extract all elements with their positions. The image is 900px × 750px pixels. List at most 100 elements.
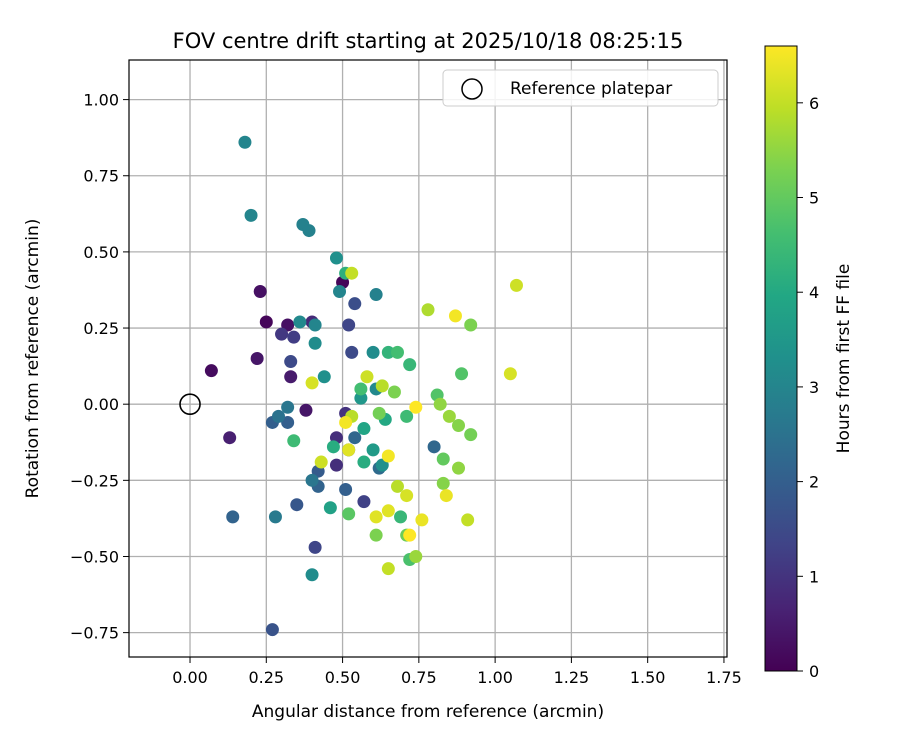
y-tick-label: −0.75: [70, 624, 119, 643]
scatter-point: [452, 419, 466, 433]
colorbar: [764, 45, 798, 672]
y-tick-label: −0.25: [70, 471, 119, 490]
scatter-point: [369, 288, 383, 302]
plot-frame: [128, 59, 728, 658]
colorbar-tick-label: 0: [809, 662, 819, 681]
scatter-point: [400, 489, 414, 503]
x-axis-label: Angular distance from reference (arcmin): [252, 702, 604, 722]
reference-marker-layer: [179, 393, 201, 415]
scatter-point: [265, 623, 279, 637]
scatter-point: [357, 455, 371, 469]
scatter-point: [244, 208, 258, 222]
scatter-point: [452, 461, 466, 475]
scatter-point: [272, 409, 285, 423]
y-tick-label: 0.75: [83, 167, 119, 186]
scatter-point: [381, 562, 395, 576]
scatter-point: [339, 415, 353, 429]
y-tick-label: 1.00: [83, 91, 119, 110]
scatter-point: [287, 330, 301, 344]
scatter-point: [305, 473, 319, 487]
scatter-point: [339, 482, 353, 496]
scatter-point: [436, 476, 450, 490]
scatter-point: [387, 385, 401, 399]
x-tick-label: 1.25: [554, 668, 590, 687]
scatter-point: [348, 297, 362, 311]
scatter-point: [281, 318, 295, 332]
scatter-point: [433, 397, 447, 411]
scatter-point: [369, 528, 383, 542]
scatter-point: [329, 458, 343, 472]
colorbar-label: Hours from first FF file: [834, 264, 854, 454]
scatter-point: [293, 315, 307, 329]
scatter-point: [448, 309, 462, 323]
scatter-point: [308, 336, 322, 350]
scatter-point: [345, 266, 359, 280]
legend-entry-label: Reference platepar: [510, 79, 672, 99]
scatter-point: [329, 251, 343, 265]
x-tick-label: 1.75: [706, 668, 742, 687]
scatter-point: [275, 327, 289, 341]
x-tick-label: 1.00: [477, 668, 513, 687]
scatter-point: [464, 318, 478, 332]
scatter-point: [366, 443, 380, 457]
scatter-point: [427, 440, 441, 454]
scatter-point: [381, 345, 395, 359]
scatter-point: [342, 443, 356, 457]
scatter-point: [390, 479, 404, 493]
x-tick-label: 0.50: [325, 668, 361, 687]
colorbar-tick-label: 2: [809, 473, 819, 492]
scatter-point: [326, 440, 340, 454]
scatter-point: [354, 382, 368, 396]
colorbar-tick-label: 1: [809, 567, 819, 586]
scatter-point: [372, 406, 386, 420]
y-tick-label: −0.50: [70, 547, 119, 566]
colorbar-tick-label: 6: [809, 94, 819, 113]
scatter-point: [509, 278, 523, 292]
y-axis-ticks: −0.75 −0.50 −0.25 0.00 0.25 0.50 0.75 1.00: [70, 91, 129, 643]
y-axis-label: Rotation from reference (arcmin): [23, 219, 43, 499]
x-axis-ticks: 0.00 0.25 0.50 0.75 1.00 1.25 1.50 1.75: [172, 657, 742, 687]
scatter-point: [342, 318, 356, 332]
scatter-point: [333, 284, 347, 298]
scatter-point: [268, 510, 282, 524]
scatter-point: [302, 224, 316, 238]
colorbar-tick-label: 5: [809, 189, 819, 208]
scatter-point: [287, 434, 301, 448]
x-tick-label: 0.75: [401, 668, 437, 687]
scatter-point: [390, 345, 404, 359]
scatter-point: [308, 318, 322, 332]
scatter-point: [357, 422, 371, 436]
scatter-point: [421, 303, 435, 317]
scatter-point: [409, 549, 423, 563]
scatter-point: [403, 528, 417, 542]
scatter-point: [464, 428, 478, 442]
colorbar-tick-label: 4: [809, 283, 819, 302]
scatter-point: [348, 431, 362, 445]
scatter-point: [308, 540, 322, 554]
colorbar-ticks: 0 1 2 3 4 5 6: [797, 94, 819, 681]
legend: Reference platepar: [442, 69, 719, 107]
scatter-point: [238, 135, 252, 149]
scatter-point: [223, 431, 237, 445]
scatter-point: [439, 489, 453, 503]
scatter-point: [284, 370, 298, 384]
scatter-point: [394, 510, 408, 524]
x-tick-label: 0.25: [248, 668, 284, 687]
scatter-point: [415, 513, 429, 527]
scatter-point: [290, 498, 304, 512]
scatter-point: [400, 409, 414, 423]
scatter-point: [281, 400, 295, 414]
scatter-point: [409, 400, 423, 414]
scatter-point: [305, 376, 319, 390]
reference-platepar-marker: [179, 393, 201, 415]
scatter-point: [299, 403, 313, 417]
colorbar-tick-label: 3: [809, 378, 819, 397]
x-tick-label: 1.50: [630, 668, 666, 687]
x-tick-label: 0.00: [172, 668, 208, 687]
scatter-point: [226, 510, 240, 524]
scatter-point: [461, 513, 475, 527]
y-tick-label: 0.00: [83, 395, 119, 414]
scatter-point: [284, 355, 298, 369]
scatter-point: [360, 370, 374, 384]
